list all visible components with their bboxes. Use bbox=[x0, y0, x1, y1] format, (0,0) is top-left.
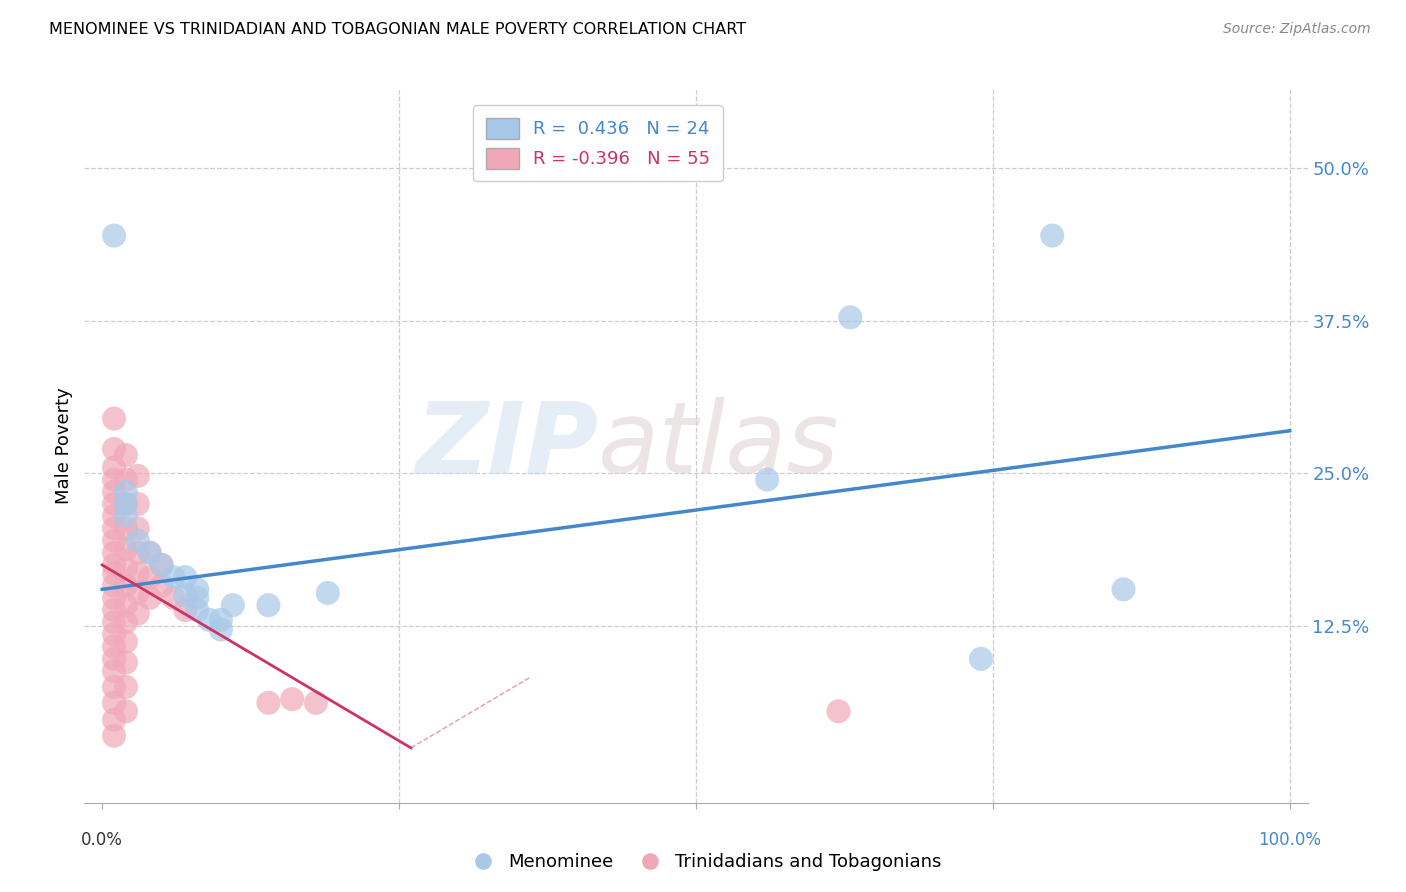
Point bbox=[281, 692, 304, 706]
Point bbox=[127, 521, 149, 535]
Point bbox=[115, 704, 138, 718]
Point bbox=[115, 634, 138, 648]
Point bbox=[127, 566, 149, 581]
Point bbox=[127, 533, 149, 548]
Point bbox=[115, 542, 138, 557]
Y-axis label: Male Poverty: Male Poverty bbox=[55, 388, 73, 504]
Point bbox=[186, 582, 208, 597]
Point bbox=[103, 680, 125, 694]
Point bbox=[103, 558, 125, 572]
Text: ZIP: ZIP bbox=[415, 398, 598, 494]
Point bbox=[127, 469, 149, 483]
Point bbox=[1112, 582, 1135, 597]
Point bbox=[138, 546, 160, 560]
Point bbox=[174, 570, 197, 584]
Point bbox=[115, 680, 138, 694]
Point bbox=[115, 598, 138, 612]
Legend: R =  0.436   N = 24, R = -0.396   N = 55: R = 0.436 N = 24, R = -0.396 N = 55 bbox=[474, 105, 723, 181]
Text: MENOMINEE VS TRINIDADIAN AND TOBAGONIAN MALE POVERTY CORRELATION CHART: MENOMINEE VS TRINIDADIAN AND TOBAGONIAN … bbox=[49, 22, 747, 37]
Text: atlas: atlas bbox=[598, 398, 839, 494]
Point bbox=[174, 589, 197, 603]
Point bbox=[103, 546, 125, 560]
Point bbox=[115, 473, 138, 487]
Point bbox=[970, 652, 993, 666]
Point bbox=[186, 591, 208, 605]
Point bbox=[127, 497, 149, 511]
Point bbox=[150, 579, 173, 593]
Point bbox=[103, 664, 125, 678]
Legend: Menominee, Trinidadians and Tobagonians: Menominee, Trinidadians and Tobagonians bbox=[457, 847, 949, 879]
Point bbox=[103, 627, 125, 641]
Text: 0.0%: 0.0% bbox=[82, 831, 124, 849]
Point bbox=[827, 704, 849, 718]
Point bbox=[138, 591, 160, 605]
Point bbox=[103, 484, 125, 499]
Point bbox=[209, 623, 232, 637]
Point bbox=[138, 546, 160, 560]
Point bbox=[839, 310, 862, 325]
Point bbox=[103, 566, 125, 581]
Point bbox=[186, 603, 208, 617]
Point bbox=[138, 570, 160, 584]
Point bbox=[222, 598, 245, 612]
Point bbox=[150, 558, 173, 572]
Point bbox=[103, 615, 125, 630]
Point bbox=[103, 603, 125, 617]
Text: Source: ZipAtlas.com: Source: ZipAtlas.com bbox=[1223, 22, 1371, 37]
Point bbox=[103, 497, 125, 511]
Point bbox=[103, 228, 125, 243]
Point bbox=[115, 579, 138, 593]
Point bbox=[103, 521, 125, 535]
Point bbox=[174, 603, 197, 617]
Point bbox=[115, 497, 138, 511]
Point bbox=[103, 442, 125, 456]
Point bbox=[103, 460, 125, 475]
Point bbox=[198, 613, 221, 627]
Point bbox=[305, 696, 328, 710]
Point bbox=[115, 561, 138, 575]
Text: 100.0%: 100.0% bbox=[1258, 831, 1322, 849]
Point bbox=[209, 613, 232, 627]
Point bbox=[103, 713, 125, 727]
Point bbox=[103, 652, 125, 666]
Point bbox=[115, 615, 138, 630]
Point bbox=[103, 509, 125, 524]
Point bbox=[127, 546, 149, 560]
Point bbox=[127, 586, 149, 600]
Point bbox=[756, 473, 779, 487]
Point bbox=[257, 696, 280, 710]
Point bbox=[257, 598, 280, 612]
Point bbox=[115, 484, 138, 499]
Point bbox=[127, 607, 149, 621]
Point bbox=[150, 558, 173, 572]
Point bbox=[115, 497, 138, 511]
Point bbox=[103, 696, 125, 710]
Point bbox=[103, 533, 125, 548]
Point bbox=[103, 473, 125, 487]
Point bbox=[103, 591, 125, 605]
Point bbox=[115, 656, 138, 670]
Point bbox=[103, 729, 125, 743]
Point bbox=[115, 448, 138, 462]
Point bbox=[103, 579, 125, 593]
Point bbox=[1040, 228, 1063, 243]
Point bbox=[162, 570, 184, 584]
Point bbox=[115, 521, 138, 535]
Point bbox=[115, 509, 138, 524]
Point bbox=[162, 591, 184, 605]
Point bbox=[103, 640, 125, 654]
Point bbox=[103, 411, 125, 425]
Point bbox=[316, 586, 339, 600]
